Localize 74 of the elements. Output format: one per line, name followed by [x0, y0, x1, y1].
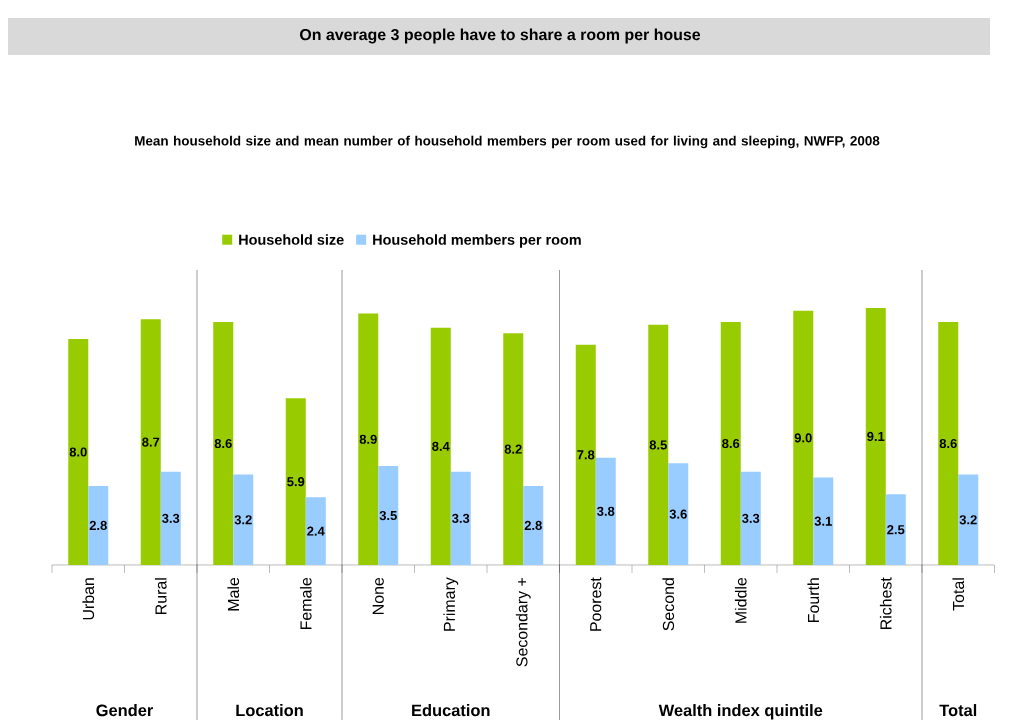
- bar: [503, 333, 524, 565]
- data-label: 3.3: [742, 513, 760, 523]
- data-label: 2.4: [307, 526, 325, 536]
- legend-label: Household members per room: [373, 234, 581, 248]
- bar: [88, 485, 109, 565]
- bar: [720, 322, 741, 565]
- data-label: 3.1: [814, 516, 832, 526]
- data-label: 9.0: [794, 433, 812, 443]
- bar: [595, 457, 616, 565]
- x-tick-label: Primary: [443, 577, 459, 631]
- x-tick-label: Poorest: [590, 577, 602, 631]
- data-label: 3.2: [234, 515, 252, 525]
- bar: [430, 327, 451, 565]
- data-label: 3.2: [959, 515, 977, 525]
- bar: [213, 322, 234, 565]
- x-tick-label: Fourth: [807, 578, 820, 622]
- text: Education: [412, 704, 490, 717]
- chart-title: On average 3 people have to share a room per house: [300, 28, 701, 44]
- data-label: 8.6: [939, 438, 957, 449]
- x-tick-label: Urban: [82, 578, 95, 620]
- data-label: 8.6: [214, 438, 232, 449]
- bar: [793, 310, 814, 565]
- bar: [305, 497, 326, 565]
- x-tick-label: Middle: [734, 577, 747, 623]
- bar: [358, 313, 379, 565]
- data-label: 8.5: [649, 440, 667, 450]
- data-label: 3.8: [597, 506, 615, 516]
- x-tick-label: Total: [952, 578, 965, 611]
- x-tick-label: Rural: [154, 578, 167, 614]
- bar: [575, 344, 596, 565]
- bar: [378, 466, 399, 565]
- data-label: 8.7: [142, 437, 160, 447]
- data-label: 8.4: [432, 441, 450, 451]
- bar: [958, 474, 979, 565]
- text: Total: [939, 704, 977, 717]
- x-tick-label: Secondary +: [515, 578, 531, 667]
- text: Wealth index quintile: [658, 704, 823, 720]
- data-label: 2.8: [89, 520, 107, 531]
- bar: [233, 474, 254, 565]
- bar: [865, 307, 886, 565]
- x-tick-label: None: [372, 577, 384, 614]
- data-label: 8.9: [359, 434, 377, 444]
- data-label: 8.0: [69, 447, 87, 457]
- data-label: 8.2: [504, 444, 522, 454]
- data-label: 3.3: [452, 513, 470, 523]
- data-label: 2.5: [887, 525, 905, 535]
- bar: [813, 477, 834, 565]
- bar: [523, 485, 544, 565]
- data-label: 9.1: [867, 431, 885, 442]
- data-label: 5.9: [287, 477, 305, 487]
- data-label: 3.6: [669, 509, 687, 519]
- x-tick-label: Female: [299, 577, 312, 630]
- bar: [648, 324, 669, 565]
- bar: [668, 463, 689, 565]
- data-label: 8.6: [722, 438, 740, 449]
- bar: [140, 319, 161, 565]
- bar: [450, 471, 471, 565]
- text: Gender: [96, 704, 154, 717]
- text: Location: [236, 704, 303, 717]
- data-label: 3.5: [379, 510, 397, 521]
- data-label: 7.8: [577, 450, 595, 460]
- bar: [68, 338, 89, 565]
- bar: [160, 471, 181, 565]
- x-tick-label: Richest: [879, 577, 892, 630]
- chart-subtitle: Mean household size and mean number of household members per room used for living and sleeping, NWFP, 2008: [135, 135, 880, 149]
- bar: [740, 471, 761, 565]
- data-label: 3.3: [162, 513, 180, 523]
- x-tick-label: Second: [662, 578, 675, 631]
- x-tick-label: Male: [227, 577, 240, 611]
- bar: [885, 494, 906, 565]
- legend-label: Household size: [239, 234, 344, 245]
- bar: [938, 322, 959, 565]
- data-label: 2.8: [524, 520, 542, 531]
- bar: [285, 398, 306, 565]
